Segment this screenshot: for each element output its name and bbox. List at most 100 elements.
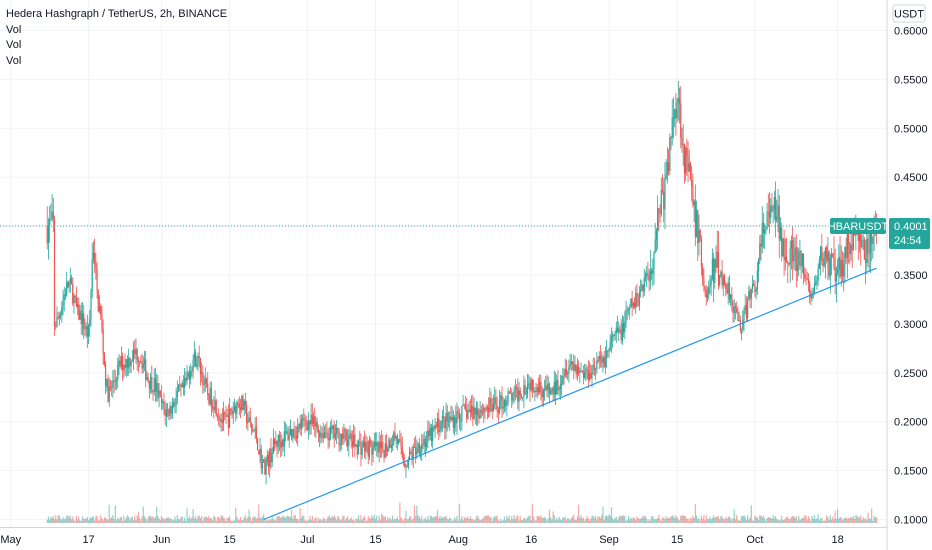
volume-bar [363, 515, 366, 523]
volume-bar [111, 517, 113, 523]
candle-body [148, 380, 150, 389]
volume-bar [423, 518, 425, 523]
volume-bar [609, 515, 611, 523]
y-tick-label: 0.1000 [894, 515, 928, 527]
volume-bar [384, 516, 386, 523]
candle-body [298, 423, 300, 427]
volume-bar [327, 516, 329, 523]
candle-body [185, 377, 187, 382]
volume-bar [770, 517, 772, 523]
candle-body [720, 271, 722, 276]
candle-body [90, 290, 92, 319]
volume-bar [515, 516, 518, 523]
volume-bar [608, 514, 610, 523]
candle-body [49, 219, 51, 225]
candle-body [547, 383, 549, 391]
volume-bar [49, 519, 51, 523]
volume-bar [73, 519, 75, 523]
candle-body [73, 295, 75, 304]
volume-bar [440, 518, 442, 523]
candle-body [272, 439, 274, 454]
candle-body [792, 240, 794, 262]
volume-bar [596, 519, 598, 523]
candle-body [343, 429, 345, 439]
volume-bar [291, 509, 293, 523]
candle-body [463, 404, 465, 406]
candle-body [354, 434, 356, 447]
volume-bar [850, 516, 852, 523]
candle-body [488, 406, 490, 412]
candle-body [559, 384, 561, 390]
volume-bar [647, 520, 649, 523]
volume-bar [429, 515, 431, 523]
candle-body [539, 381, 541, 393]
candle-body [225, 414, 227, 417]
volume-bar [337, 515, 339, 523]
candle-body [807, 279, 810, 284]
candle-body [226, 415, 228, 417]
candle-body [219, 417, 221, 422]
candle-body [288, 435, 290, 440]
volume-bar [821, 518, 823, 523]
candle-body [851, 245, 853, 250]
volume-bar [664, 519, 666, 523]
volume-bar [388, 519, 390, 523]
volume-bar [680, 515, 682, 523]
candle-body [50, 218, 52, 220]
volume-bar [785, 517, 788, 523]
candle-body [367, 442, 369, 457]
volume-bar [711, 517, 713, 523]
y-axis[interactable]: USDT0.60000.55000.50000.45000.40000.3500… [886, 0, 928, 550]
volume-bar [350, 517, 352, 523]
volume-bar [215, 520, 217, 523]
trendline[interactable] [263, 267, 877, 521]
candle-body [642, 284, 644, 292]
candle-body [247, 422, 249, 424]
candle-body [485, 409, 487, 411]
volume-bar [107, 519, 109, 523]
candle-body [478, 415, 480, 419]
candle-body [143, 359, 146, 365]
volume-bar [693, 517, 695, 523]
volume-bar [219, 518, 221, 523]
candle-body [332, 425, 334, 430]
volume-bar [614, 518, 616, 523]
candle-body [714, 259, 716, 283]
volume-bar [64, 519, 67, 523]
candle-body [749, 290, 751, 299]
candle-body [231, 410, 233, 415]
candle-body [616, 327, 619, 333]
volume-bar [788, 518, 790, 523]
volume-bar [278, 516, 281, 523]
volume-bar [723, 519, 726, 523]
volume-bar [159, 519, 161, 523]
volume-bar [591, 516, 593, 523]
volume-bar [687, 518, 689, 523]
volume-bar [190, 519, 192, 523]
candle-body [644, 275, 647, 278]
volume-bar [712, 515, 715, 523]
volume-bar [605, 515, 608, 523]
candle-body [868, 252, 870, 254]
volume-bar [391, 515, 394, 523]
volume-bar [287, 515, 289, 523]
candle-body [659, 211, 661, 214]
volume-bar [297, 518, 299, 523]
volume-bar [835, 518, 838, 523]
candle-body [382, 441, 384, 451]
volume-bar [249, 516, 251, 523]
candle-body [301, 418, 304, 421]
x-axis[interactable]: May 17 Jun 15 Jul 15 Aug 16 Sep 15 Oct 18 [0, 527, 887, 547]
candle-body [733, 306, 735, 314]
volume-bar [661, 517, 664, 523]
candle-body [406, 465, 408, 467]
volume-bar [128, 516, 130, 523]
candle-body [767, 211, 769, 213]
candle-body [805, 278, 807, 280]
volume-bar [433, 516, 435, 523]
candle-body [173, 402, 175, 407]
volume-bar [293, 515, 295, 523]
candle-body [118, 360, 120, 365]
volume-bar [813, 515, 816, 523]
